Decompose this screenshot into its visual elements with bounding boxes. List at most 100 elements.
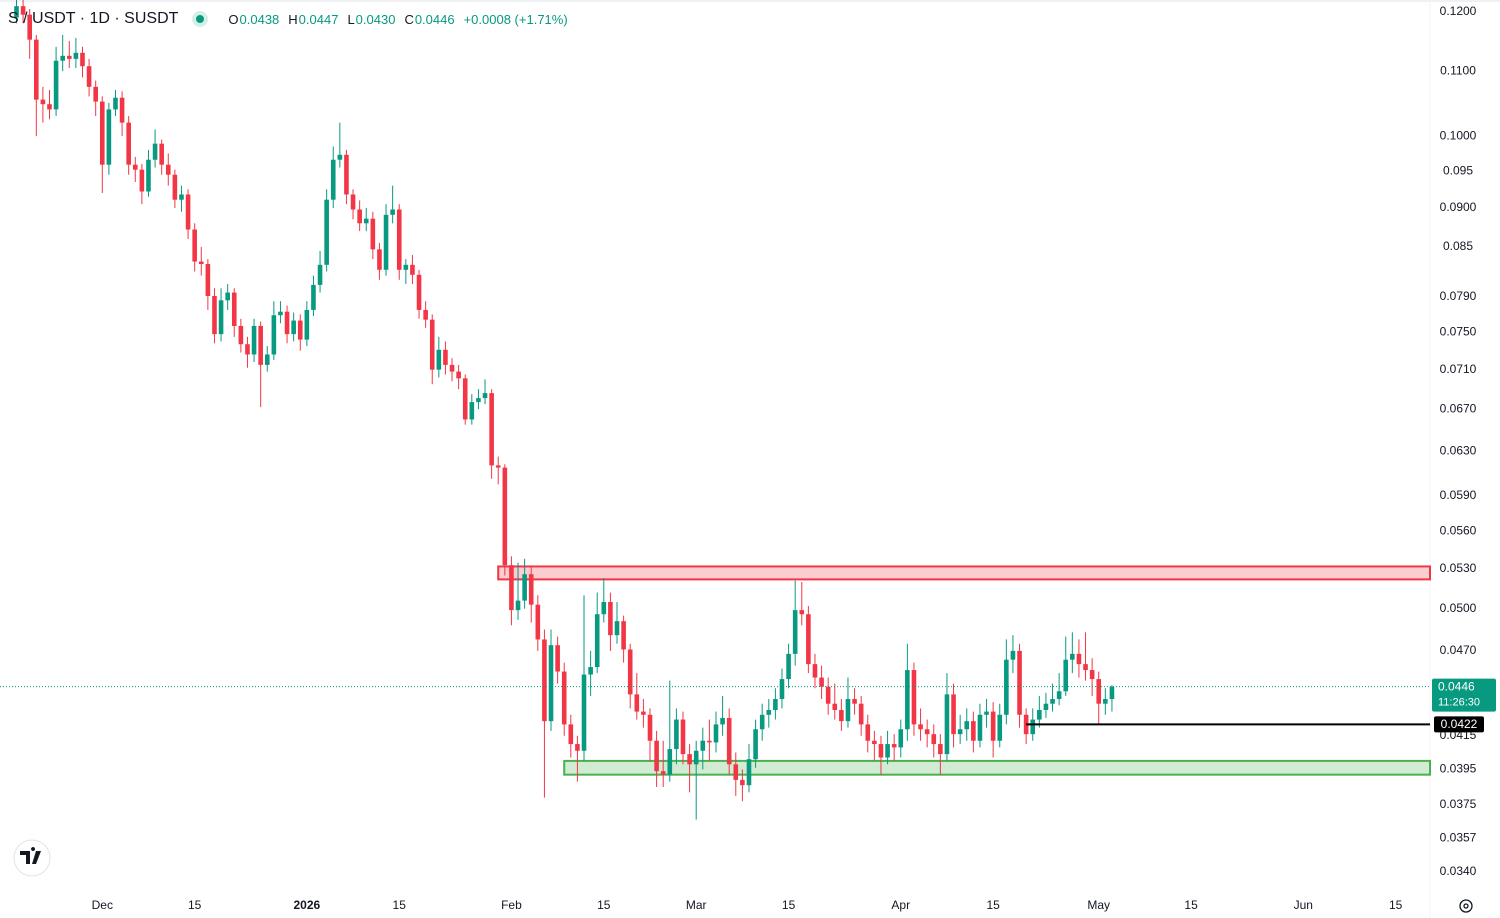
x-tick-label: 15 bbox=[986, 898, 1000, 912]
zone bbox=[563, 759, 1431, 776]
symbol[interactable]: S / USDT · 1D · SUSDT bbox=[8, 10, 179, 27]
candle-body bbox=[469, 402, 475, 420]
candle-body bbox=[773, 699, 778, 711]
candle-body bbox=[647, 714, 653, 741]
candle-body bbox=[621, 621, 626, 650]
candle-body bbox=[198, 261, 204, 265]
candle-body bbox=[99, 101, 105, 165]
candle-body bbox=[1037, 710, 1042, 720]
candle-body bbox=[449, 364, 455, 372]
candle-body bbox=[997, 714, 1003, 741]
candle-body bbox=[443, 349, 448, 365]
logo-mark[interactable] bbox=[20, 847, 41, 864]
x-tick-label: 15 bbox=[188, 898, 202, 912]
zone bbox=[497, 565, 1432, 581]
candle-body bbox=[548, 645, 554, 722]
zones bbox=[497, 565, 1432, 776]
candle-body bbox=[403, 264, 409, 270]
candle-body bbox=[27, 14, 32, 40]
candle-body bbox=[786, 653, 791, 680]
settings-icon[interactable] bbox=[1459, 899, 1473, 913]
x-tick-label: Feb bbox=[501, 898, 522, 912]
candle-body bbox=[951, 694, 956, 735]
candle-body bbox=[370, 218, 376, 250]
candle-body bbox=[278, 311, 283, 316]
ohlc-key: C bbox=[404, 11, 414, 27]
tv-logo[interactable] bbox=[13, 839, 51, 877]
candle-body bbox=[53, 60, 59, 110]
candle-body bbox=[231, 292, 237, 326]
candle-body bbox=[568, 724, 574, 745]
logo-circle[interactable] bbox=[13, 839, 51, 877]
candle-body bbox=[1004, 659, 1009, 715]
candle-body bbox=[218, 300, 224, 335]
candle-body bbox=[489, 393, 494, 466]
y-tick-label: 0.0750 bbox=[1440, 324, 1477, 338]
candle-body bbox=[1056, 691, 1062, 700]
gear-hub[interactable] bbox=[1463, 903, 1469, 909]
candle-body bbox=[542, 639, 547, 722]
candle-body bbox=[1050, 699, 1055, 704]
candle-body bbox=[271, 315, 277, 355]
candle-body bbox=[172, 174, 178, 200]
y-tick-label: 0.0630 bbox=[1440, 443, 1477, 457]
candle-body bbox=[746, 759, 752, 786]
gear-ring[interactable] bbox=[1459, 899, 1473, 913]
candle-body bbox=[799, 610, 805, 615]
y-tick-label: 0.0357 bbox=[1440, 831, 1477, 845]
candle-body bbox=[47, 104, 52, 110]
candles bbox=[14, 0, 1115, 820]
x-tick-label: 15 bbox=[1184, 898, 1198, 912]
candle-body bbox=[324, 199, 329, 265]
candle-body bbox=[825, 686, 831, 704]
candle-body bbox=[1043, 703, 1049, 711]
candle-body bbox=[964, 721, 970, 730]
candle-body bbox=[687, 754, 692, 765]
candle-body bbox=[575, 744, 580, 751]
candle-body bbox=[132, 164, 138, 170]
candle-body bbox=[225, 292, 230, 301]
candle-body bbox=[740, 779, 745, 786]
candle-body bbox=[86, 66, 92, 87]
candle-body bbox=[634, 694, 640, 712]
candle-body bbox=[113, 97, 118, 110]
candle-body bbox=[733, 764, 739, 780]
candle-body bbox=[502, 467, 508, 566]
x-tick-label: Jun bbox=[1294, 898, 1313, 912]
candle-body bbox=[436, 349, 442, 370]
level-label-box bbox=[1434, 716, 1484, 733]
y-tick-label: 0.1100 bbox=[1440, 63, 1476, 77]
candle-body bbox=[429, 319, 435, 370]
candle-body bbox=[509, 565, 514, 611]
candle-body bbox=[654, 740, 659, 772]
candle-body bbox=[990, 711, 996, 741]
candle-body bbox=[357, 209, 362, 224]
ohlc-value: 0.0446 bbox=[414, 11, 455, 27]
candle-body bbox=[759, 714, 765, 730]
candle-body bbox=[924, 729, 930, 735]
candle-body bbox=[693, 750, 699, 765]
y-tick-label: 0.0900 bbox=[1440, 200, 1477, 214]
candle-body bbox=[482, 393, 488, 399]
candle-body bbox=[337, 154, 343, 160]
candle-body bbox=[456, 371, 461, 379]
candle-body bbox=[971, 721, 976, 741]
ohlc-value: 0.0430 bbox=[355, 11, 396, 27]
candle-body bbox=[377, 249, 382, 270]
candle-body bbox=[779, 679, 785, 700]
candle-body bbox=[205, 264, 211, 297]
candle-body bbox=[713, 724, 719, 743]
countdown: 11:26:30 bbox=[1438, 697, 1480, 709]
candle-body bbox=[311, 284, 316, 310]
candle-body bbox=[608, 601, 613, 636]
candle-body bbox=[535, 604, 541, 640]
candle-body bbox=[33, 39, 39, 100]
candle-body bbox=[1063, 659, 1069, 692]
x-tick-label: 15 bbox=[597, 898, 611, 912]
candle-body bbox=[410, 264, 415, 275]
level-label: 0.0422 bbox=[1441, 717, 1478, 731]
candle-body bbox=[344, 154, 349, 195]
candle-body bbox=[674, 719, 679, 750]
candle-body bbox=[264, 354, 270, 365]
